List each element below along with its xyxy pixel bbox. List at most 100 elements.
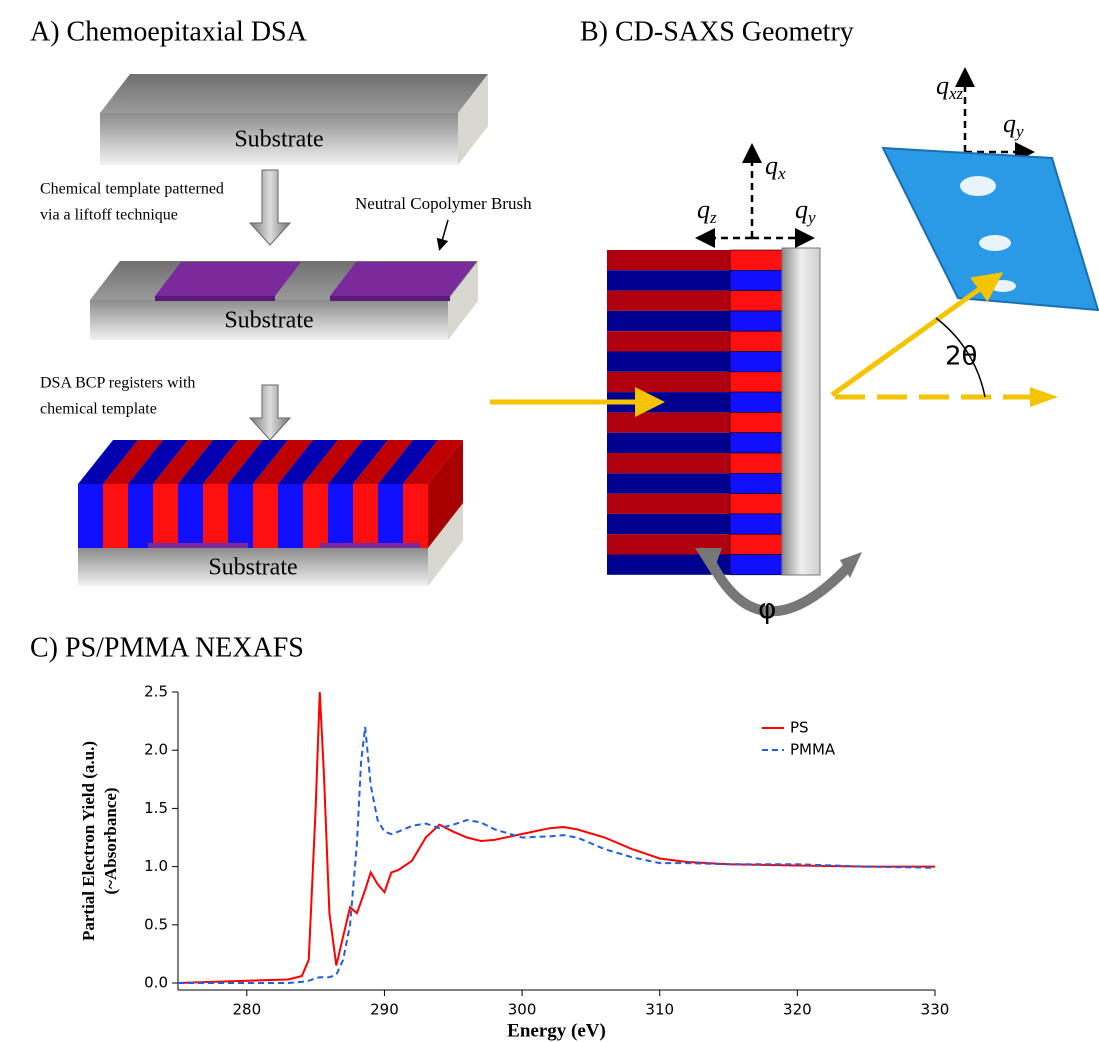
bcp-stripe	[228, 484, 253, 548]
grating-line	[730, 555, 782, 575]
y-tick-label: 0.5	[144, 915, 168, 933]
grating-stripe	[607, 372, 730, 392]
x-tick-label: 290	[370, 1001, 399, 1019]
x-tick-label: 320	[783, 1001, 812, 1019]
step-caption: chemical template	[40, 401, 157, 418]
substrate-top	[100, 74, 488, 113]
axis-label-base: q	[936, 71, 949, 100]
step-caption: Chemical template patterned	[40, 181, 224, 198]
grating-line	[730, 270, 782, 290]
grating-line	[730, 412, 782, 432]
axis-label-sub: y	[1014, 122, 1024, 141]
axis-label: qz	[697, 195, 717, 227]
y-axis-title: Partial Electron Yield (a.u.)	[79, 741, 98, 941]
y-tick-label: 2.0	[144, 741, 168, 759]
scatter-spot	[979, 235, 1011, 251]
template-patch-edge	[155, 296, 275, 301]
bcp-stripe	[203, 484, 228, 548]
bcp-stripe	[278, 484, 303, 548]
axis-label-sub: y	[806, 208, 816, 227]
template-under	[148, 543, 248, 548]
substrate-label: Substrate	[234, 127, 323, 153]
x-tick-label: 310	[645, 1001, 674, 1019]
bcp-stripe	[328, 484, 353, 548]
bcp-stripe	[403, 484, 428, 548]
grating-stripe	[607, 433, 730, 453]
x-tick-label: 330	[921, 1001, 950, 1019]
axis-label-base: q	[795, 195, 808, 224]
series-line	[178, 692, 935, 983]
grating-stripe	[607, 412, 730, 432]
y-tick-label: 0.0	[144, 974, 168, 992]
grating-stripe	[607, 250, 730, 270]
axis-label: qxz	[936, 71, 964, 103]
axis-label-sub: z	[709, 208, 717, 227]
bcp-stripe	[103, 484, 128, 548]
axis-label-sub: x	[777, 164, 786, 183]
grating-line	[730, 250, 782, 270]
brush-label: Neutral Copolymer Brush	[355, 194, 532, 213]
series-line	[178, 727, 935, 983]
grating-stripe	[607, 311, 730, 331]
process-arrow	[250, 170, 290, 245]
step-caption: via a liftoff technique	[40, 207, 178, 224]
grating-line	[730, 291, 782, 311]
grating-line	[730, 534, 782, 554]
bcp-stripe	[153, 484, 178, 548]
bcp-stripe	[378, 484, 403, 548]
grating-line	[730, 453, 782, 473]
substrate-label: Substrate	[224, 308, 313, 334]
grating-line	[730, 392, 782, 412]
axis-label-base: q	[1003, 109, 1016, 138]
grating-stripe	[607, 494, 730, 514]
grating-stripe	[607, 453, 730, 473]
x-tick-label: 280	[232, 1001, 261, 1019]
grating-stripe	[607, 270, 730, 290]
process-arrow	[250, 385, 290, 440]
grating-line	[730, 514, 782, 534]
bcp-stripe	[178, 484, 203, 548]
grating-stripe	[607, 352, 730, 372]
substrate-column	[782, 248, 820, 575]
direct-beam-head	[1030, 387, 1058, 407]
grating-line	[730, 311, 782, 331]
grating-line	[730, 372, 782, 392]
bcp-stripe	[253, 484, 278, 548]
grating-stripe	[607, 291, 730, 311]
y-tick-label: 1.0	[144, 857, 168, 875]
grating-stripe	[607, 473, 730, 493]
axis-label: qy	[795, 195, 816, 227]
panel-b-title: B) CD-SAXS Geometry	[580, 16, 854, 47]
axis-label-sub: xz	[948, 84, 964, 103]
x-tick-label: 300	[508, 1001, 537, 1019]
x-axis-title: Energy (eV)	[507, 1020, 606, 1041]
bcp-stripe	[303, 484, 328, 548]
panel-b: qxqzqyqxzqy2θφ	[490, 71, 1098, 625]
panel-a: Substrate Substrate Substrate Chemical temp…	[40, 74, 532, 586]
angle-label: 2θ	[945, 342, 977, 372]
bcp-stripe	[78, 484, 103, 548]
grating-line	[730, 352, 782, 372]
legend-label: PS	[790, 719, 809, 737]
grating-line	[730, 494, 782, 514]
template-patch-edge	[330, 296, 450, 301]
template-under	[320, 543, 420, 548]
grating-line	[730, 473, 782, 493]
brush-pointer	[440, 220, 448, 248]
axis-label-base: q	[765, 151, 778, 180]
rotation-label: φ	[758, 592, 776, 625]
figure: A) Chemoepitaxial DSA B) CD-SAXS Geometr…	[0, 0, 1099, 1042]
panel-a-title: A) Chemoepitaxial DSA	[30, 16, 308, 47]
y-tick-label: 2.5	[144, 683, 168, 701]
axis-label: qx	[765, 151, 786, 183]
legend-label: PMMA	[790, 741, 836, 759]
scatter-spot	[960, 176, 996, 196]
substrate-label: Substrate	[208, 555, 297, 581]
panel-c-title: C) PS/PMMA NEXAFS	[30, 632, 304, 663]
grating-line	[730, 331, 782, 351]
axis-label: qy	[1003, 109, 1024, 141]
step-caption: DSA BCP registers with	[40, 375, 195, 392]
bcp-stripe	[353, 484, 378, 548]
axis-label-base: q	[697, 195, 710, 224]
